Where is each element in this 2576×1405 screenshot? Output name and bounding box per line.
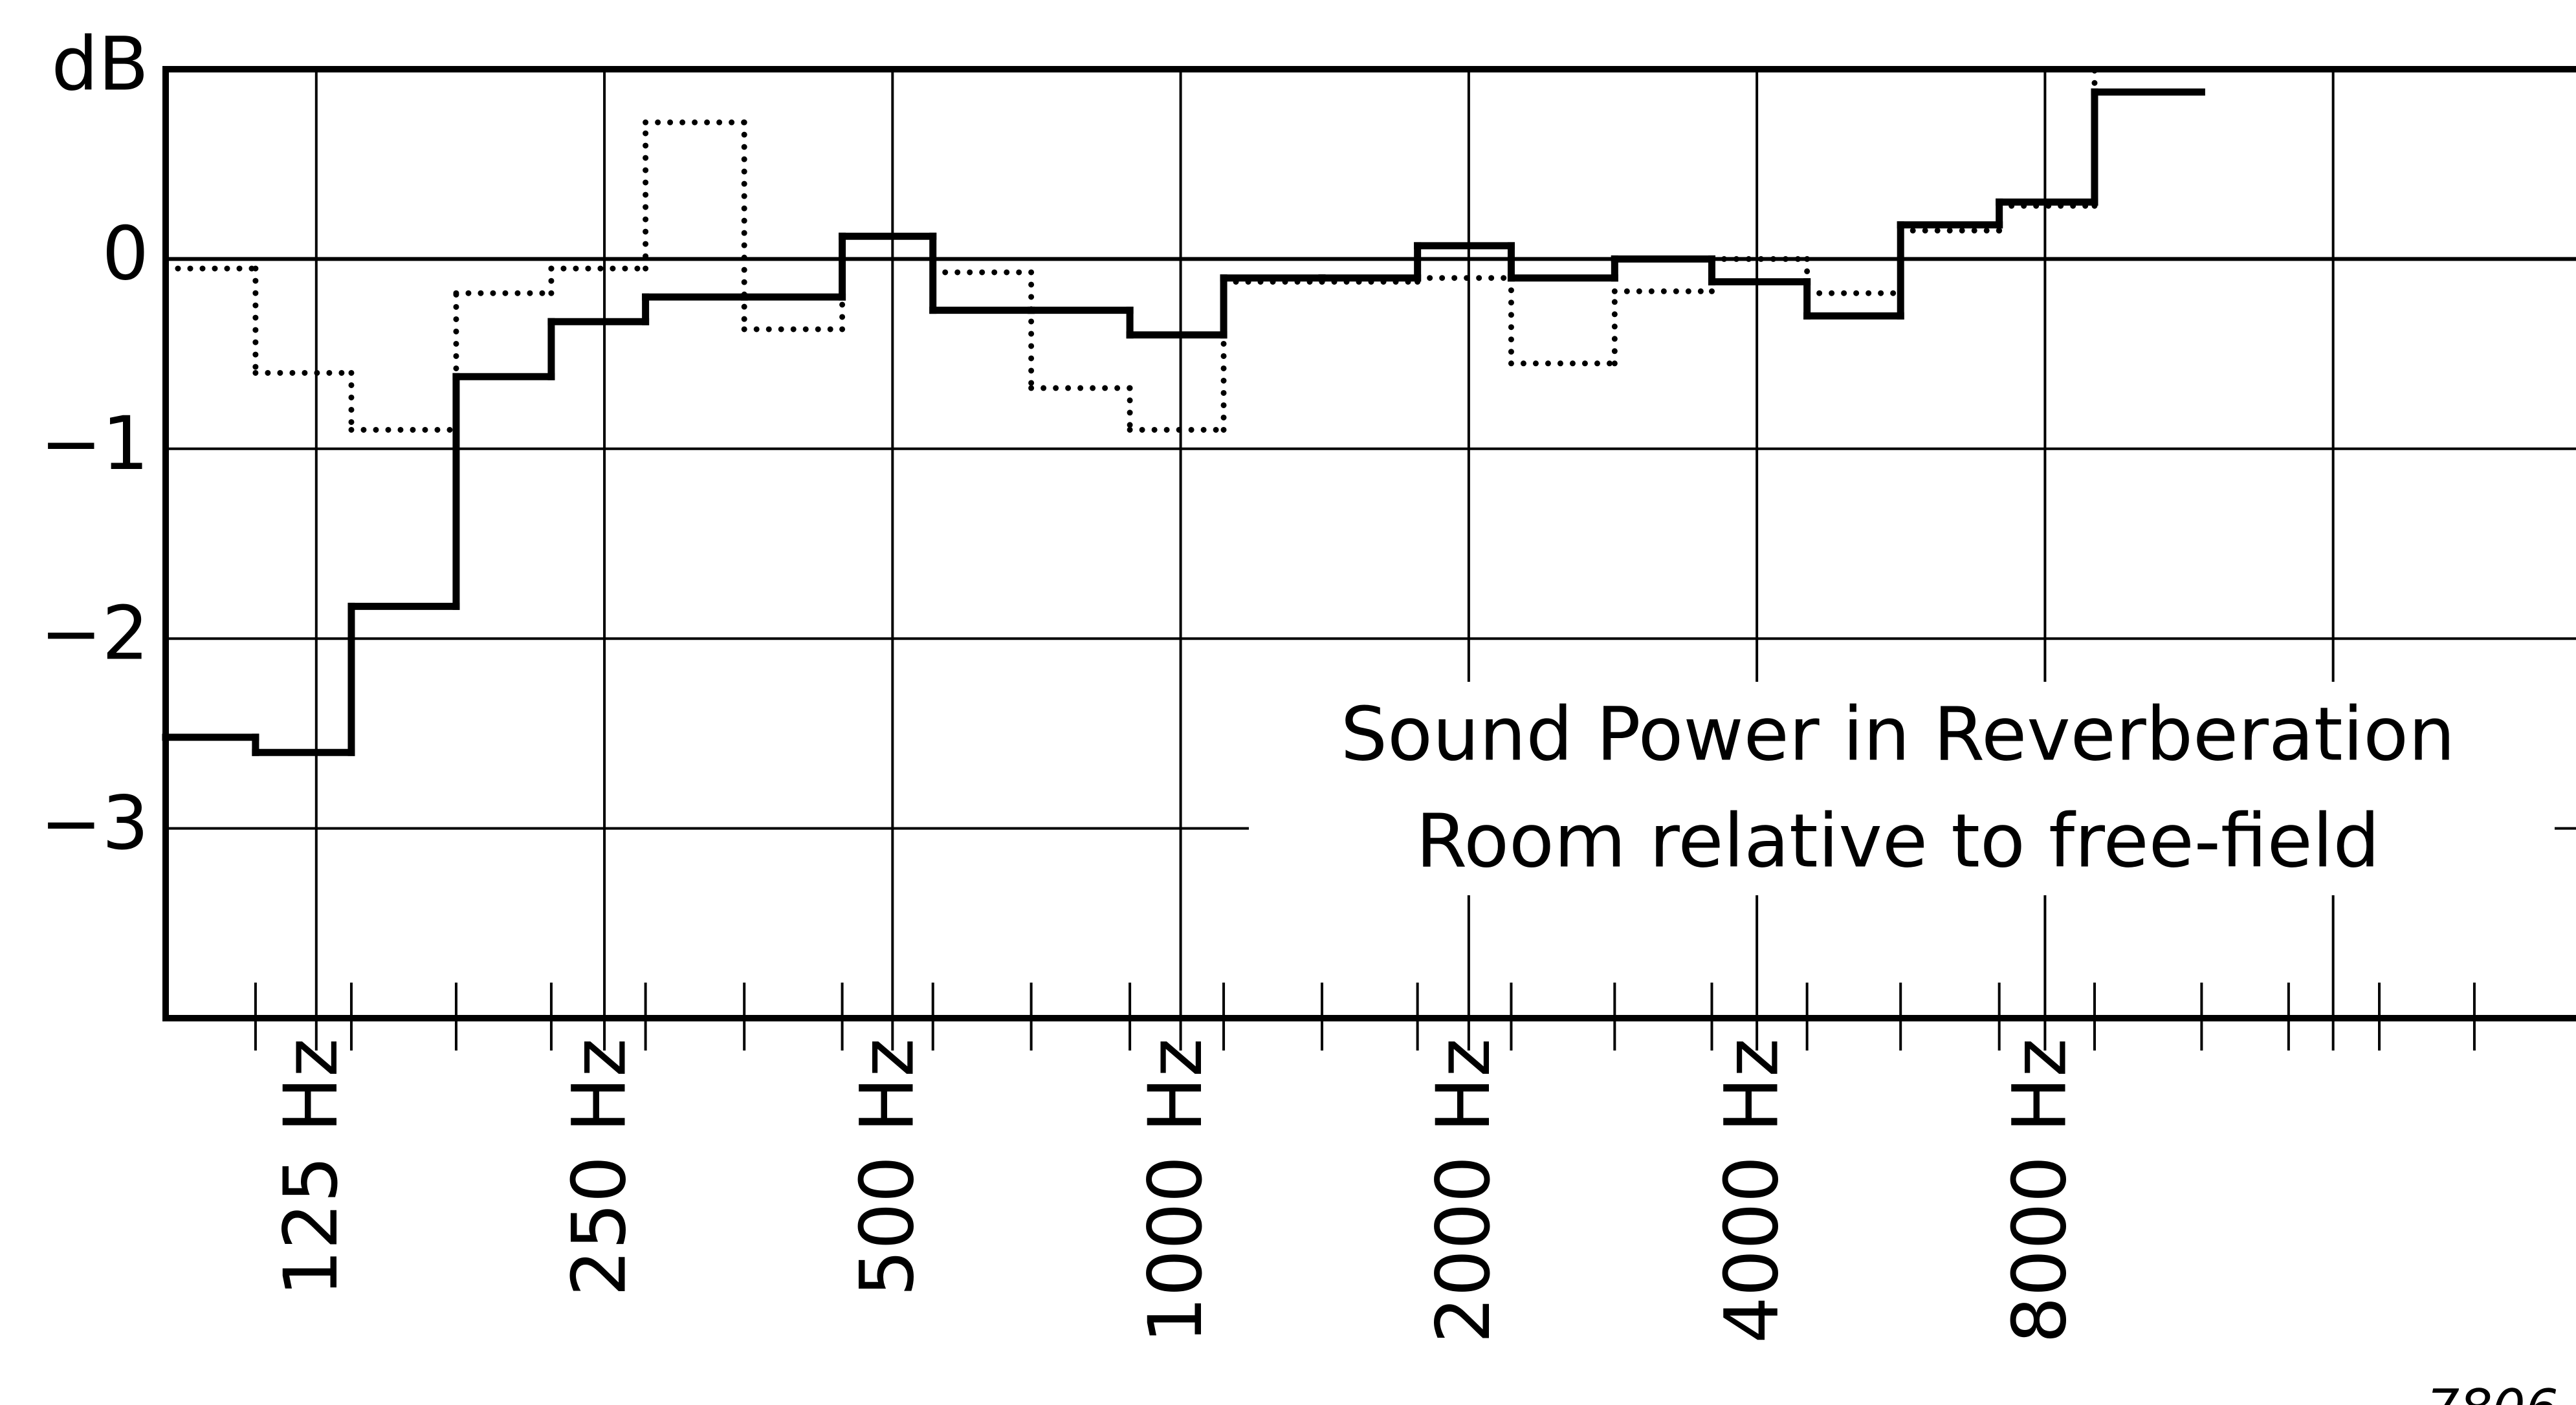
annotation-line: Sound Power in Reverberation: [1341, 691, 2456, 777]
y-tick-label: −3: [40, 780, 149, 866]
y-tick-label: dB: [51, 21, 149, 107]
x-tick-label: 1000 Hz: [1132, 1038, 1218, 1344]
x-tick-label: 4000 Hz: [1708, 1038, 1794, 1344]
annotation-background: [1249, 682, 2555, 895]
y-tick-label: 0: [102, 211, 149, 297]
x-tick-label: 500 Hz: [844, 1038, 930, 1296]
axes-frame: [162, 66, 2576, 1021]
figure-number: 7806: [2427, 1378, 2559, 1405]
x-tick-label: 2000 Hz: [1420, 1038, 1506, 1344]
y-tick-label: −1: [40, 400, 149, 486]
marks: [162, 66, 2205, 756]
annotation-line: Room relative to free-field: [1416, 798, 2380, 884]
x-tick-label: 125 Hz: [268, 1038, 354, 1296]
grid: [162, 66, 2576, 1051]
x-tick-label: 250 Hz: [556, 1038, 642, 1296]
x-tick-label: 8000 Hz: [1997, 1038, 2083, 1344]
y-tick-label: −2: [40, 590, 149, 676]
